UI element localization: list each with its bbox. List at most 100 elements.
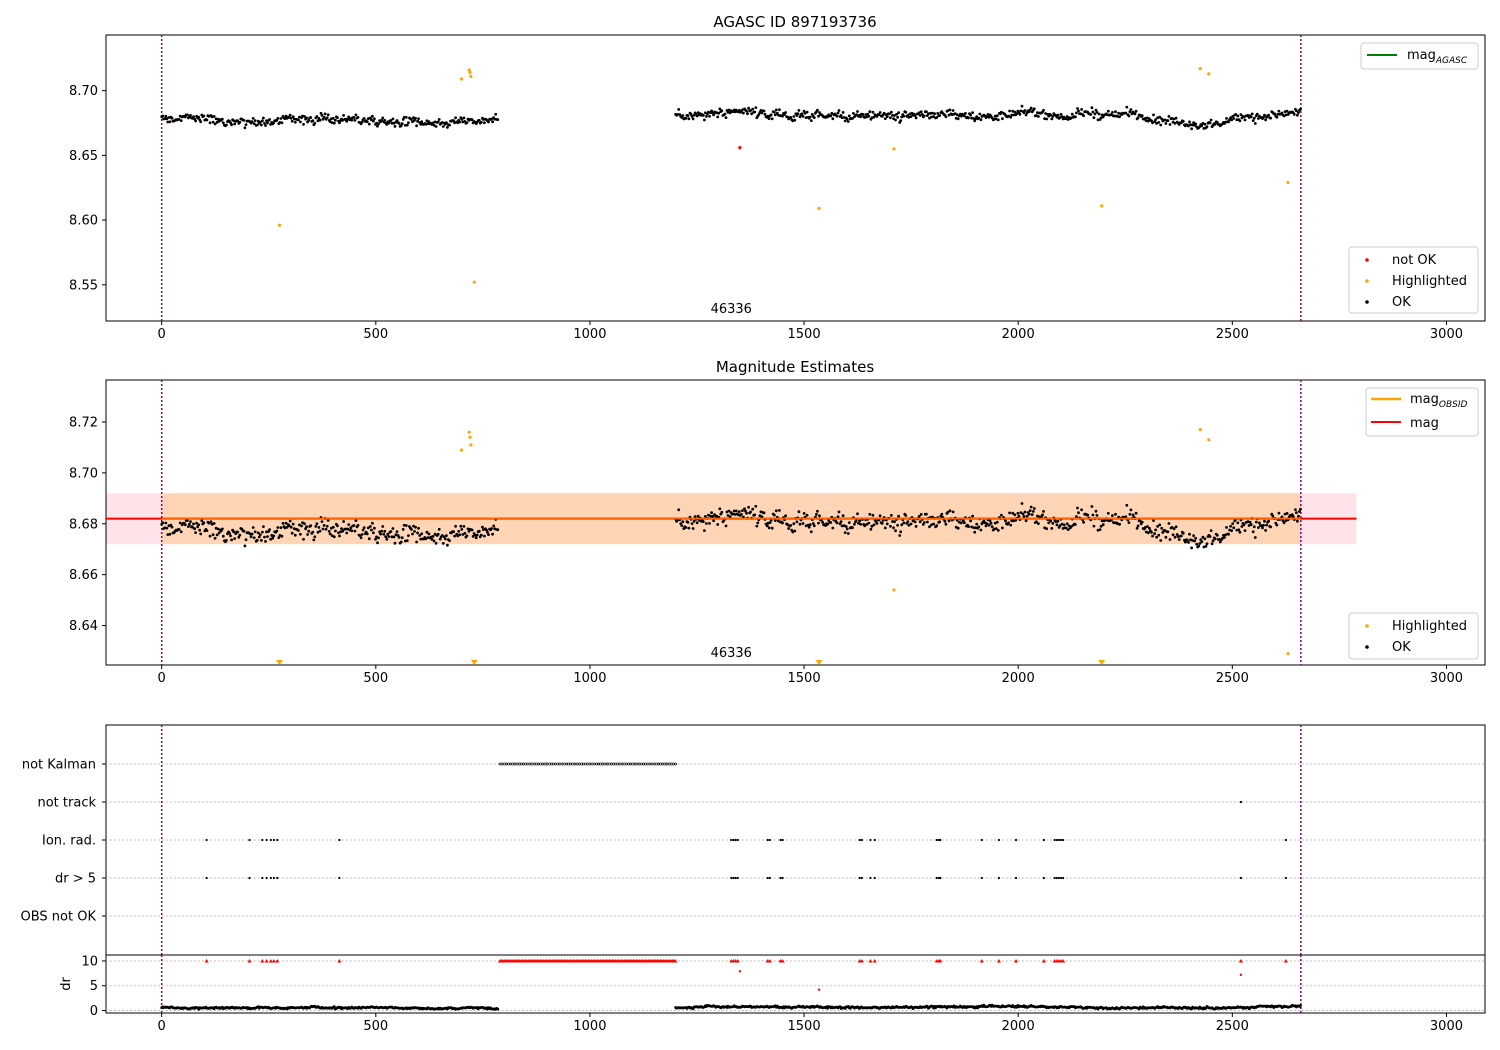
estimates-ok-point (1240, 525, 1244, 528)
agasc-ok-point (1292, 113, 1296, 116)
agasc-ok-point (242, 118, 246, 122)
agasc-ok-point (798, 115, 802, 119)
estimates-ok-point (454, 524, 457, 528)
estimates-ok-point (384, 535, 388, 539)
agasc-ok-point (1166, 119, 1170, 122)
estimates-ok-point (686, 520, 690, 524)
flag-mark (734, 838, 737, 842)
agasc-ok-point (935, 116, 939, 119)
estimates-ok-point (1188, 532, 1191, 536)
agasc-ok-point (161, 114, 165, 118)
dr-point (332, 1005, 336, 1008)
estimates-ok-point (1125, 503, 1129, 507)
estimates-ok-point (859, 522, 862, 526)
agasc-ok-point (1082, 114, 1085, 118)
estimates-ok-point (751, 507, 755, 511)
estimates-ok-point (1181, 531, 1185, 535)
agasc-ok-point (951, 109, 955, 112)
estimates-ok-point (839, 520, 843, 523)
estimates-ok-point (212, 522, 216, 525)
agasc-ok-point (221, 121, 225, 125)
estimates-ok-point (252, 536, 256, 540)
estimates-ok-point (255, 538, 259, 542)
clipped-dr-marker (264, 958, 269, 963)
estimates-ok-point (1090, 505, 1094, 508)
agasc-ok-point (676, 113, 679, 116)
estimates-ok-point (868, 512, 872, 516)
estimates-ok-point (415, 540, 418, 544)
estimates-highlighted-point (469, 443, 473, 447)
agasc-ok-point (307, 118, 311, 122)
agasc-ok-point (920, 113, 924, 116)
flag-mark (272, 876, 275, 880)
estimates-ok-point (844, 525, 848, 528)
estimates-ok-point (740, 513, 743, 516)
agasc-ok-point (891, 114, 894, 117)
agasc-ok-point (1095, 110, 1099, 114)
agasc-ok-point (432, 123, 436, 127)
agasc-ok-point (385, 123, 389, 126)
estimates-ok-point (248, 532, 252, 536)
agasc-ok-point (724, 116, 728, 119)
estimates-ok-point (918, 520, 922, 524)
estimates-ok-point (1227, 532, 1230, 536)
estimates-ok-point (438, 537, 442, 541)
agasc-ok-point (1192, 121, 1195, 124)
agasc-ok-point (458, 120, 462, 124)
flag-mark (674, 762, 678, 766)
estimates-ok-point (1118, 522, 1121, 526)
agasc-ok-point (789, 116, 793, 119)
flag-mark (338, 838, 341, 842)
agasc-ok-point (170, 116, 174, 120)
agasc-ok-point (816, 108, 819, 112)
estimates-ok-point (307, 529, 311, 533)
below-range-marker (1098, 660, 1106, 665)
agasc-ok-point (1022, 111, 1026, 115)
estimates-ok-point (744, 509, 747, 513)
estimates-ok-point (1284, 519, 1288, 522)
dr-xtick-label: 2000 (1002, 1019, 1035, 1034)
agasc-ok-point (1129, 108, 1133, 111)
estimates-ok-point (989, 521, 993, 525)
agasc-ok-point (855, 113, 858, 116)
estimates-ok-point (288, 519, 292, 523)
estimates-ytick-label: 8.72 (69, 415, 98, 430)
estimates-ok-point (1058, 524, 1062, 528)
flag-mark (980, 838, 983, 842)
estimates-ok-point (1020, 502, 1024, 505)
clipped-dr-marker (247, 958, 252, 963)
agasc-line-legend-box (1360, 42, 1479, 70)
estimates-ok-point (1175, 533, 1179, 536)
estimates-xtick-label: 2500 (1216, 671, 1249, 686)
estimates-ok-point (202, 521, 206, 525)
agasc-ok-point (1077, 109, 1080, 113)
estimates-ok-point (345, 531, 349, 535)
agasc-ok-point (283, 117, 287, 120)
estimates-line-legend: magOBSID mag (1365, 387, 1479, 437)
agasc-ok-point (318, 118, 322, 122)
agasc-ok-point (1236, 114, 1240, 118)
agasc-ok-point (417, 117, 420, 121)
estimates-ok-point (230, 538, 234, 542)
agasc-ok-point (774, 108, 778, 112)
agasc-ok-point (841, 111, 845, 114)
clipped-dr-marker (996, 958, 1001, 963)
dr-xtick-label: 0 (158, 1019, 166, 1034)
estimates-ok-point (312, 538, 316, 542)
estimates-ok-point (461, 533, 465, 536)
agasc-ok-point (1205, 125, 1209, 129)
legend-ok-label: OK (1392, 640, 1411, 655)
estimates-ok-point (418, 534, 422, 537)
agasc-ok-point (377, 122, 380, 126)
clipped-dr-marker (1238, 958, 1243, 963)
flag-mark (869, 838, 872, 842)
estimates-ok-point (756, 521, 760, 525)
dr-xtick-label: 2500 (1216, 1019, 1249, 1034)
estimates-ok-point (815, 513, 818, 516)
estimates-ok-point (237, 535, 241, 539)
agasc-ok-point (414, 116, 417, 120)
estimates-ok-point (734, 509, 738, 513)
estimates-ok-point (370, 528, 373, 532)
flag-mark (939, 838, 942, 842)
estimates-ok-point (352, 524, 356, 527)
